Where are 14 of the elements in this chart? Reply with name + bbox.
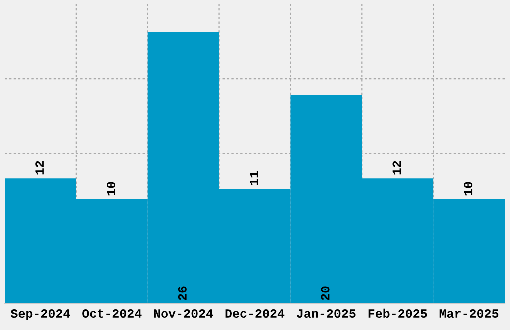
data-label: 10 (107, 182, 116, 196)
data-label: 20 (321, 286, 330, 300)
x-tick-label: Mar-2025 (440, 310, 499, 318)
data-label: 10 (464, 182, 473, 196)
x-tick-label: Dec-2024 (226, 310, 285, 318)
data-label: 26 (178, 286, 187, 300)
data-label: 12 (392, 161, 402, 175)
x-tick-label: Jan-2025 (297, 310, 356, 318)
x-tick-label: Sep-2024 (10, 310, 70, 321)
x-tick-label: Feb-2025 (368, 308, 428, 318)
data-label: 12 (36, 161, 44, 175)
x-tick-label: Nov-2024 (154, 310, 214, 318)
x-tick-label: Oct-2024 (82, 310, 142, 318)
data-label: 11 (250, 172, 258, 186)
